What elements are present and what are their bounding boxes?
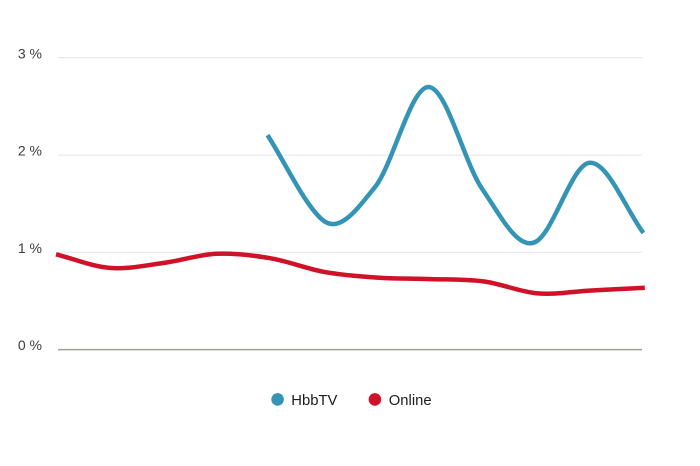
svg-text:HbbTV: HbbTV	[291, 393, 337, 409]
svg-text:Online: Online	[389, 393, 432, 409]
svg-text:1 %: 1 %	[18, 240, 42, 256]
svg-text:0 %: 0 %	[18, 337, 42, 353]
svg-text:3 %: 3 %	[18, 45, 42, 61]
svg-text:2 %: 2 %	[18, 143, 42, 159]
